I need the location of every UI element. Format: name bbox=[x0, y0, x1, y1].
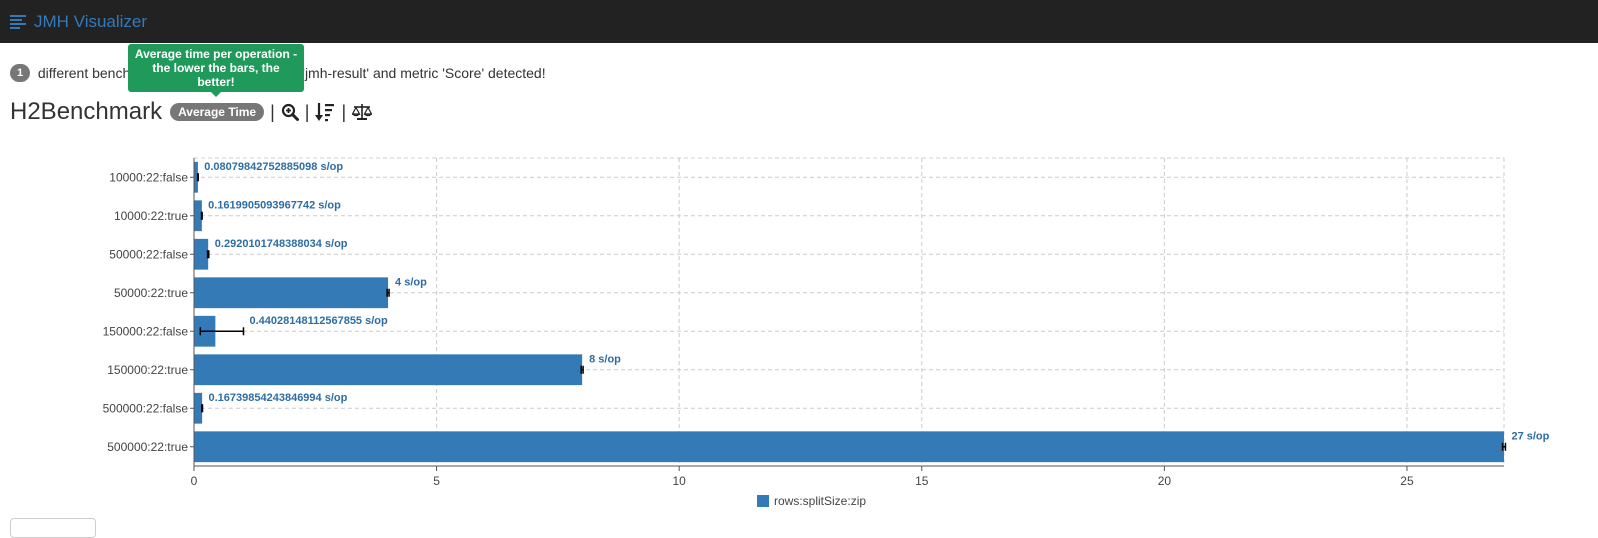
mode-badge[interactable]: Average Time bbox=[170, 103, 265, 121]
y-tick-label: 150000:22:true bbox=[107, 363, 188, 377]
data-label: 0.1619905093967742 s/op bbox=[208, 199, 341, 211]
bar bbox=[194, 354, 583, 386]
bar bbox=[194, 161, 198, 193]
x-tick-label: 5 bbox=[433, 474, 440, 488]
x-tick-label: 0 bbox=[191, 474, 198, 488]
benchmark-bar-chart: 0.08079842752885098 s/op 10000:22:false 0.… bbox=[103, 157, 1550, 508]
navbar: JMH Visualizer bbox=[0, 0, 1598, 43]
bar bbox=[194, 277, 389, 309]
bottom-button[interactable] bbox=[10, 518, 96, 538]
x-tick-label: 20 bbox=[1158, 474, 1172, 488]
brand-label: JMH Visualizer bbox=[34, 11, 148, 31]
data-label: 4 s/op bbox=[395, 276, 427, 288]
y-tick-label: 50000:22:true bbox=[114, 286, 188, 300]
bar bbox=[194, 392, 203, 424]
y-tick-label: 500000:22:true bbox=[107, 440, 188, 454]
y-tick-label: 10000:22:true bbox=[114, 209, 188, 223]
benchmark-title: H2Benchmark bbox=[10, 98, 163, 125]
legend-label: rows:splitSize:zip bbox=[774, 494, 866, 508]
separator: | bbox=[341, 101, 347, 122]
y-tick-label: 50000:22:false bbox=[109, 247, 188, 261]
data-label: 27 s/op bbox=[1511, 430, 1549, 442]
y-tick-label: 10000:22:false bbox=[109, 170, 188, 184]
summary-text-after: 'jmh-result' and metric 'Score' detected… bbox=[302, 65, 546, 81]
bar bbox=[194, 200, 202, 232]
x-tick-label: 15 bbox=[915, 474, 929, 488]
data-label: 0.2920101748388034 s/op bbox=[215, 238, 348, 250]
data-label: 8 s/op bbox=[589, 353, 621, 365]
bar bbox=[194, 238, 209, 270]
list-icon bbox=[10, 14, 28, 30]
zoom-in-icon[interactable] bbox=[281, 103, 299, 121]
benchmark-count-badge: 1 bbox=[10, 64, 30, 82]
bar bbox=[194, 431, 1504, 463]
data-label: 0.16739854243846994 s/op bbox=[208, 392, 347, 404]
x-tick-label: 25 bbox=[1400, 474, 1414, 488]
legend-swatch bbox=[757, 495, 769, 507]
summary-text-before: different bench bbox=[34, 65, 131, 81]
y-tick-label: 500000:22:false bbox=[103, 401, 189, 415]
separator: | bbox=[304, 101, 310, 122]
y-tick-label: 150000:22:false bbox=[103, 324, 189, 338]
x-tick-label: 10 bbox=[673, 474, 687, 488]
separator: | bbox=[270, 101, 275, 122]
benchmark-header: H2Benchmark Average Time | | | bbox=[10, 98, 373, 126]
sort-icon[interactable] bbox=[315, 102, 335, 122]
data-label: 0.08079842752885098 s/op bbox=[204, 161, 343, 173]
summary-line: 1 different bench 'jmh-result' and metri… bbox=[10, 64, 546, 82]
data-label: 0.44028148112567855 s/op bbox=[249, 315, 388, 327]
mode-tooltip: Average time per operation - the lower t… bbox=[128, 44, 304, 92]
balance-scale-icon[interactable] bbox=[352, 103, 373, 121]
tooltip-arrow bbox=[210, 91, 222, 97]
brand-link[interactable]: JMH Visualizer bbox=[10, 12, 147, 32]
